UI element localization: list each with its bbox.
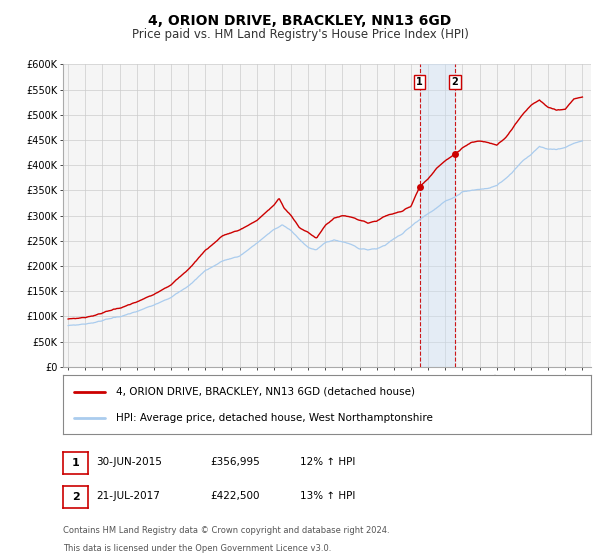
Text: 2: 2 — [72, 492, 79, 502]
Text: 1: 1 — [416, 77, 423, 87]
Bar — [419, 64, 455, 367]
Text: 30-JUN-2015: 30-JUN-2015 — [96, 457, 162, 467]
Text: 2: 2 — [451, 77, 458, 87]
Text: 4, ORION DRIVE, BRACKLEY, NN13 6GD (detached house): 4, ORION DRIVE, BRACKLEY, NN13 6GD (deta… — [116, 386, 415, 396]
Text: 13% ↑ HPI: 13% ↑ HPI — [300, 491, 355, 501]
Text: £356,995: £356,995 — [210, 457, 260, 467]
Text: 12% ↑ HPI: 12% ↑ HPI — [300, 457, 355, 467]
Text: £422,500: £422,500 — [210, 491, 260, 501]
Text: 1: 1 — [72, 458, 79, 468]
Text: 4, ORION DRIVE, BRACKLEY, NN13 6GD: 4, ORION DRIVE, BRACKLEY, NN13 6GD — [148, 14, 452, 28]
Text: HPI: Average price, detached house, West Northamptonshire: HPI: Average price, detached house, West… — [116, 413, 433, 423]
Text: Price paid vs. HM Land Registry's House Price Index (HPI): Price paid vs. HM Land Registry's House … — [131, 28, 469, 41]
Text: This data is licensed under the Open Government Licence v3.0.: This data is licensed under the Open Gov… — [63, 544, 331, 553]
Text: Contains HM Land Registry data © Crown copyright and database right 2024.: Contains HM Land Registry data © Crown c… — [63, 526, 389, 535]
Text: 21-JUL-2017: 21-JUL-2017 — [96, 491, 160, 501]
